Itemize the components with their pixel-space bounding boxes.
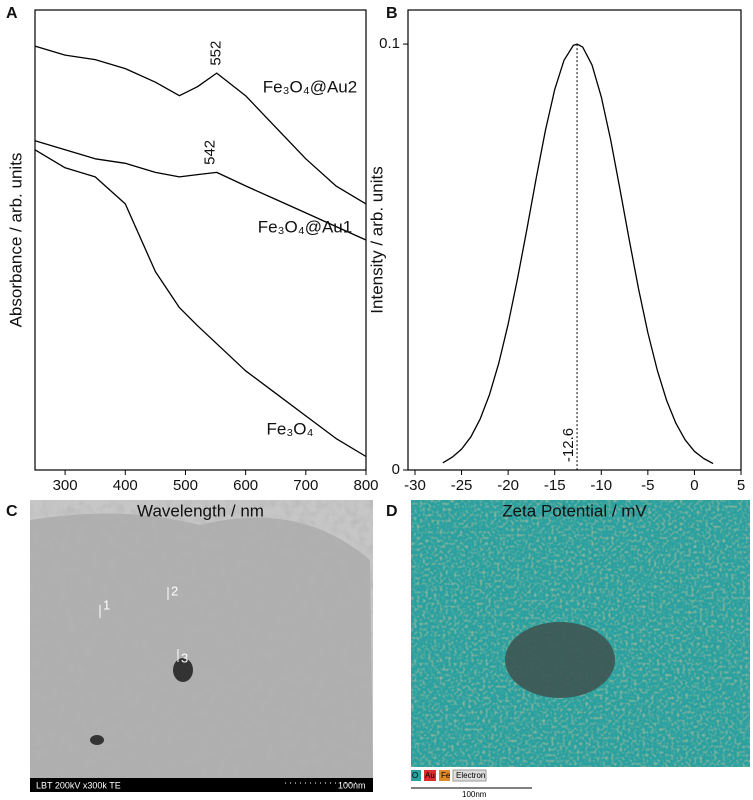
data-line [34,45,367,205]
data-line [34,149,367,458]
y-tick-label: 0 [392,461,400,478]
y-tick-label: 0.1 [379,35,400,52]
x-tick-label: -10 [590,477,612,494]
tem-marker: 3 [181,650,188,665]
tem-marker: 1 [103,597,110,612]
x-tick-label: 800 [353,477,378,494]
tem-marker: 2 [171,583,178,598]
x-tick-label: 0 [690,477,698,494]
panel-label: D [386,503,398,520]
x-tick-label: -25 [451,477,473,494]
x-tick-label: -30 [404,477,426,494]
tem-info: LBT 200kV x300k TE [36,780,121,790]
data-line [442,43,714,465]
annotation: -12.6 [560,428,577,462]
series-label: Fe₃O₄@Au2 [263,77,357,96]
x-tick-label: -20 [497,477,519,494]
x-tick-label: 500 [173,477,198,494]
x-axis-label: Wavelength / nm [137,501,264,520]
panel-label: B [386,5,398,22]
x-tick-label: -15 [544,477,566,494]
plot-frame [407,9,742,471]
x-tick-label: 300 [53,477,78,494]
x-tick-label: 400 [113,477,138,494]
data-line [34,140,367,241]
legend-entry: Fe [441,771,451,780]
tem-scale: 100nm [338,780,366,790]
x-tick-label: -5 [641,477,654,494]
legend-entry: Au [425,771,435,780]
x-tick-label: 600 [233,477,258,494]
x-tick-label: 5 [737,477,745,494]
series-label: Fe₃O₄ [267,419,314,438]
eds-map [411,500,750,789]
y-axis-label: Intensity / arb. units [367,166,386,313]
legend-entry: O [412,771,418,780]
panel-label: C [6,503,18,520]
panel-label: A [6,5,18,22]
annotation: 542 [202,140,219,165]
y-axis-label: Absorbance / arb. units [6,153,25,328]
series-label: Fe₃O₄@Au1 [258,217,352,236]
eds-scale: 100nm [462,790,487,799]
legend-entry: Electron [456,771,485,780]
x-tick-label: 700 [293,477,318,494]
annotation: 552 [208,41,225,66]
x-axis-label: Zeta Potential / mV [502,501,647,520]
tem-image [30,500,373,792]
